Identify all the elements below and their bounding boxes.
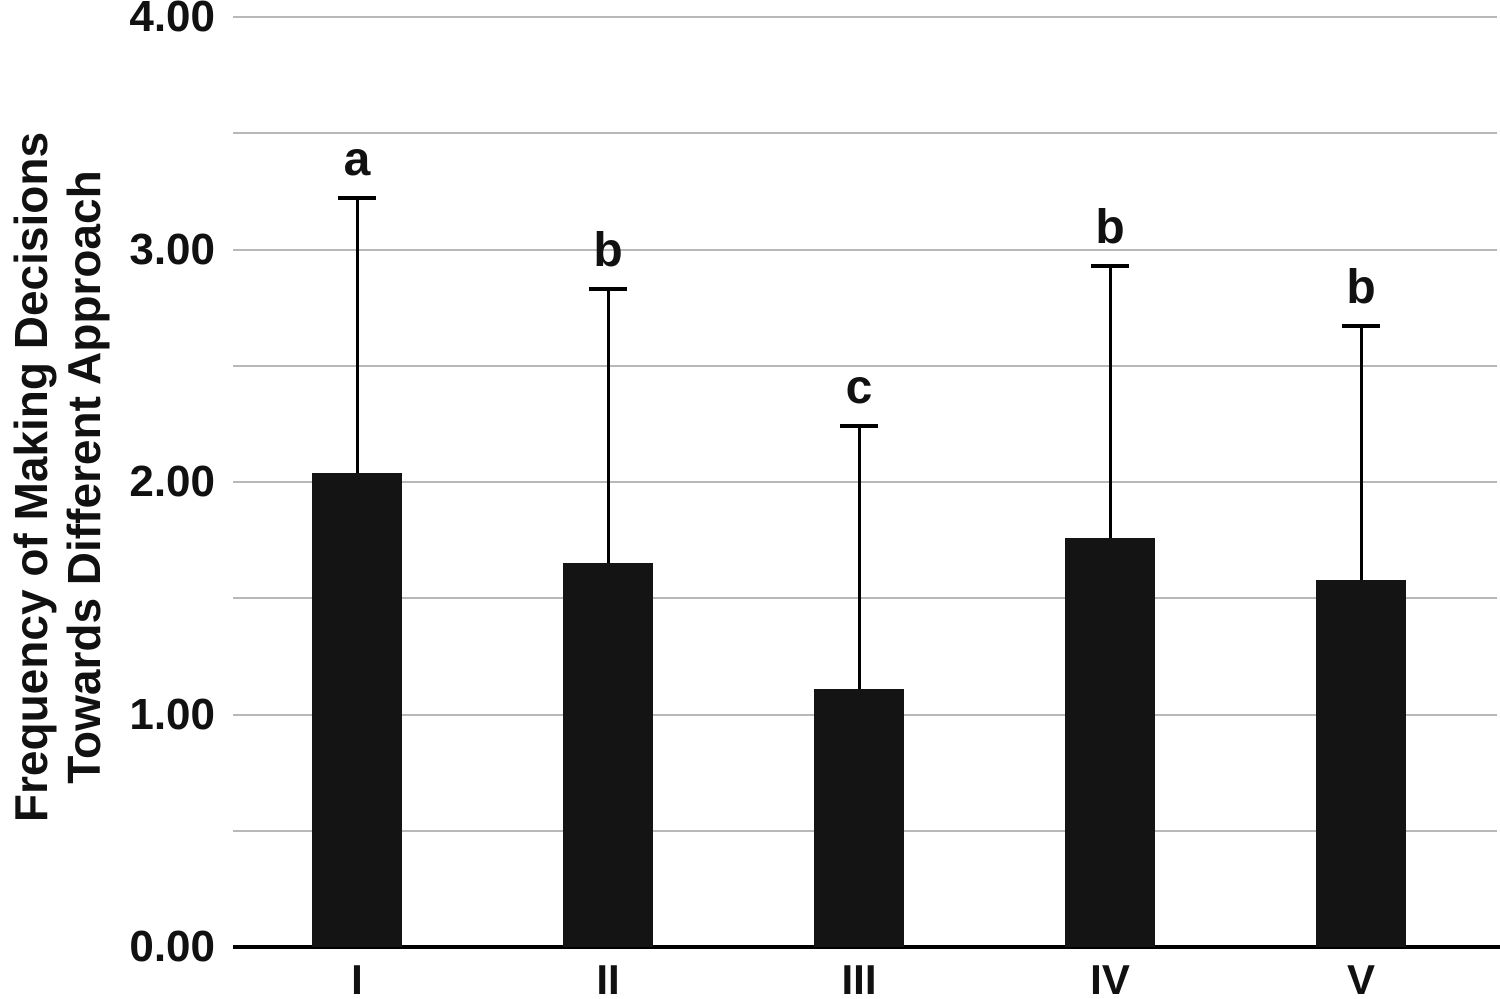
error-bar-cap <box>1091 263 1129 268</box>
gridline <box>233 16 1497 18</box>
significance-letter: a <box>343 133 371 187</box>
significance-letter: c <box>845 361 873 415</box>
error-bar-cap <box>589 287 627 292</box>
error-bar-cap <box>338 196 376 201</box>
x-axis-line <box>233 945 1500 949</box>
y-tick-label: 1.00 <box>129 689 215 739</box>
y-tick-label: 3.00 <box>129 224 215 274</box>
gridline <box>233 481 1497 483</box>
bar <box>312 472 402 947</box>
error-bar-line <box>1108 265 1112 538</box>
bar <box>814 688 904 947</box>
significance-letter: b <box>1346 261 1376 315</box>
y-tick-label: 4.00 <box>129 0 215 41</box>
bar <box>1065 537 1155 947</box>
x-tick-label: I <box>351 956 363 999</box>
significance-letter: b <box>593 224 623 278</box>
x-tick-label: III <box>841 956 877 999</box>
error-bar-cap <box>1342 324 1380 329</box>
gridline <box>233 597 1497 600</box>
x-tick-label: II <box>596 956 620 999</box>
error-bar-cap <box>840 424 878 429</box>
y-tick-label: 0.00 <box>129 922 215 971</box>
bar <box>1316 579 1406 947</box>
error-bar-line <box>1359 326 1363 580</box>
gridline <box>233 364 1497 367</box>
gridline <box>233 248 1497 251</box>
bar <box>563 563 653 947</box>
x-tick-label: IV <box>1090 956 1130 999</box>
y-tick-label: 2.00 <box>129 457 215 506</box>
x-tick-label: V <box>1346 956 1375 999</box>
gridline <box>233 132 1497 135</box>
significance-letter: b <box>1095 200 1125 254</box>
error-bar-line <box>857 426 861 689</box>
error-bar-line <box>606 289 610 564</box>
error-bar-line <box>355 198 359 473</box>
